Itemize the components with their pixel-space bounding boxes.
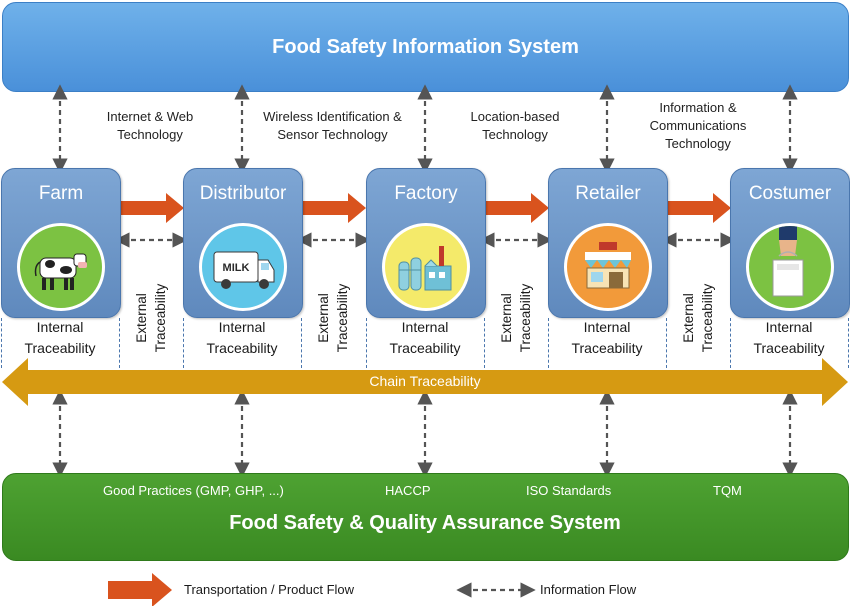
stage-title-costumer: Costumer — [748, 183, 832, 204]
external-traceability-factory-retailer: External Traceability — [499, 283, 533, 353]
stage-title-factory: Factory — [394, 183, 458, 204]
external-traceability-retailer-costumer: External Traceability — [681, 283, 715, 353]
chain-traceability-label: Chain Traceability — [369, 373, 481, 389]
factory-dashed-left — [366, 318, 367, 368]
milk-truck-icon: MILK — [199, 223, 287, 311]
store-icon — [564, 223, 652, 311]
internal-traceability-retailer: Internal Traceability — [571, 319, 643, 356]
cow-icon — [17, 223, 105, 311]
product-arrow-factory-retailer — [485, 193, 549, 223]
tech-label-ict: Information & Communications Technology — [649, 100, 747, 151]
factory-icon — [382, 223, 470, 311]
legend-information-flow-label: Information Flow — [540, 582, 637, 597]
bottom-banner-title: Food Safety & Quality Assurance System — [229, 512, 621, 534]
tech-label-internet-web: Internet & Web Technology — [106, 109, 194, 142]
costumer-dashed-right — [848, 318, 849, 368]
external-traceability-distributor-factory: External Traceability — [316, 283, 350, 353]
practice-good-practices: Good Practices (GMP, GHP, ...) — [103, 483, 284, 498]
product-arrow-retailer-costumer — [667, 193, 731, 223]
stage-title-retailer: Retailer — [575, 183, 641, 204]
farm-dashed-left — [1, 318, 2, 368]
product-arrow-farm-distributor — [120, 193, 184, 223]
top-banner-title: Food Safety Information System — [272, 35, 579, 58]
internal-traceability-farm: Internal Traceability — [24, 319, 96, 356]
stage-card-retailer: Retailer — [548, 168, 668, 318]
product-arrow-distributor-factory — [302, 193, 366, 223]
factory-dashed-right — [484, 318, 485, 368]
practice-iso-standards: ISO Standards — [526, 483, 612, 498]
internal-traceability-factory: Internal Traceability — [389, 319, 461, 356]
practice-tqm: TQM — [713, 483, 742, 498]
legend-product-arrow-shape — [108, 573, 172, 606]
chain-traceability-arrow — [2, 358, 848, 406]
stage-card-costumer: Costumer — [730, 168, 850, 318]
svg-text:MILK: MILK — [223, 262, 250, 274]
internal-traceability-costumer: Internal Traceability — [753, 319, 825, 356]
internal-traceability-distributor: Internal Traceability — [206, 319, 278, 356]
stage-title-farm: Farm — [38, 183, 84, 204]
external-traceability-farm-distributor: External Traceability — [134, 283, 168, 353]
stage-card-factory: Factory — [366, 168, 486, 318]
tech-label-wireless-sensor: Wireless Identification & Sensor Technol… — [263, 109, 402, 142]
tech-label-location-based: Location-based Technology — [470, 109, 560, 142]
stage-card-distributor: Distributor MILK — [183, 168, 303, 318]
retailer-dashed-left — [548, 318, 549, 368]
shopping-bag-hand-icon — [746, 223, 834, 311]
food-safety-quality-assurance-banner — [2, 473, 849, 561]
distributor-dashed-left — [183, 318, 184, 368]
practice-haccp: HACCP — [385, 483, 431, 498]
stage-card-farm: Farm — [1, 168, 121, 318]
stage-title-distributor: Distributor — [199, 183, 287, 204]
distributor-dashed-right — [301, 318, 302, 368]
farm-dashed-right — [119, 318, 120, 368]
costumer-dashed-left — [730, 318, 731, 368]
retailer-dashed-right — [666, 318, 667, 368]
legend-transportation-label: Transportation / Product Flow — [184, 582, 355, 597]
food-safety-information-system-banner: Food Safety Information System — [2, 2, 849, 92]
